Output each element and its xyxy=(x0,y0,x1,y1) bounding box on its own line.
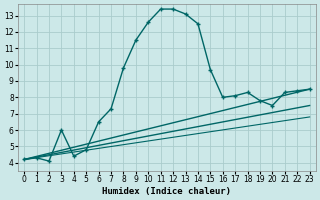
X-axis label: Humidex (Indice chaleur): Humidex (Indice chaleur) xyxy=(102,187,231,196)
